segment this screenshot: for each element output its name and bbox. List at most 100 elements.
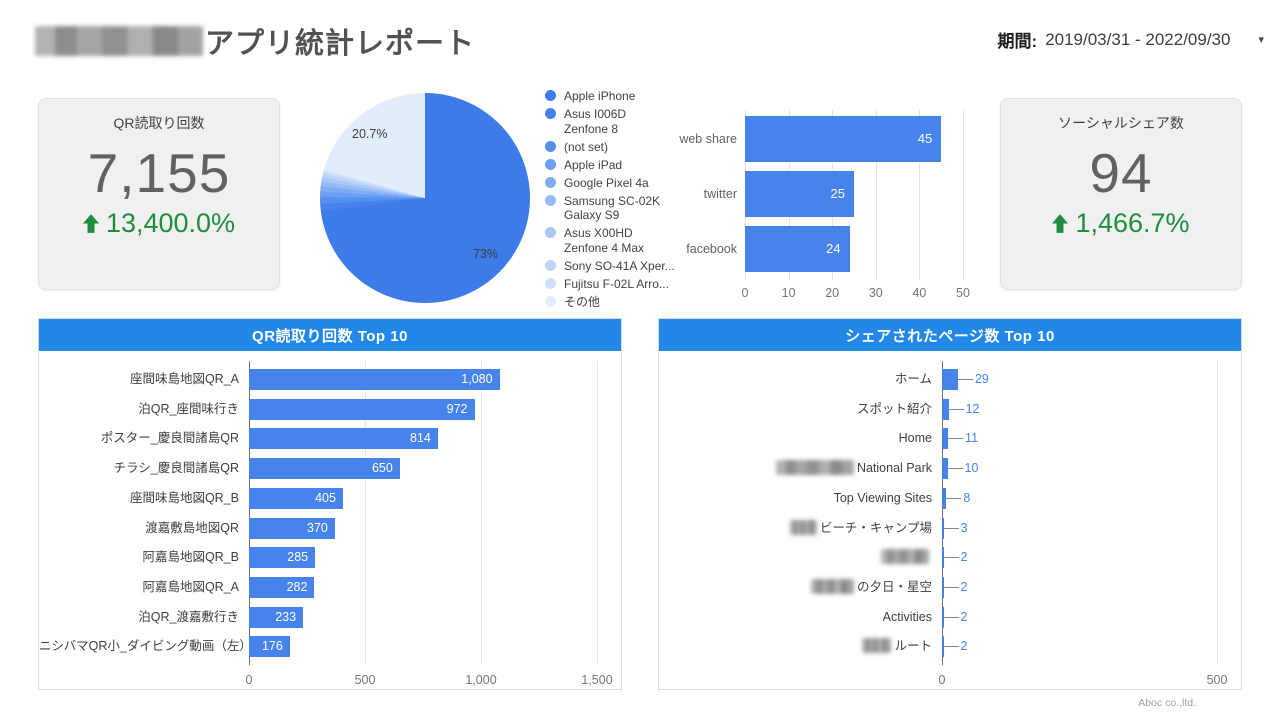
- redacted-text: [789, 519, 817, 535]
- chart-row: 阿嘉島地図QR_A 282: [39, 576, 621, 598]
- bar[interactable]: 282: [249, 576, 315, 598]
- gridline: [597, 361, 598, 665]
- page-title: アプリ統計レポート: [205, 28, 476, 60]
- bar[interactable]: 814: [249, 428, 438, 450]
- legend-swatch-icon: [545, 277, 556, 289]
- axis-tick-label: 10: [781, 286, 796, 300]
- bar[interactable]: [942, 458, 948, 480]
- bar[interactable]: [942, 487, 947, 509]
- bar[interactable]: 233: [249, 606, 304, 628]
- legend-swatch-icon: [545, 158, 556, 170]
- bar[interactable]: 972: [249, 398, 475, 420]
- bar-value: 8: [963, 490, 971, 505]
- bar-value: 370: [306, 520, 328, 535]
- bar[interactable]: 370: [249, 517, 335, 539]
- bar[interactable]: 176: [249, 636, 290, 658]
- legend-label: Google Pixel 4a: [564, 175, 649, 190]
- panel-title: QR読取り回数 Top 10: [252, 327, 408, 345]
- bar[interactable]: 650: [249, 458, 400, 480]
- legend-swatch-icon: [545, 140, 556, 152]
- footer-credit: Aboc co.,ltd.: [1138, 697, 1196, 709]
- legend-swatch-icon: [545, 90, 556, 101]
- legend-swatch-icon: [545, 108, 556, 119]
- category-label: 座間味島地図QR_B: [129, 490, 239, 505]
- bar[interactable]: [942, 636, 944, 658]
- bar[interactable]: 405: [249, 487, 343, 509]
- bar[interactable]: [942, 398, 949, 420]
- legend-item[interactable]: Google Pixel 4a: [545, 176, 687, 191]
- legend-item[interactable]: Samsung SC-02K Galaxy S9: [545, 194, 687, 223]
- bar[interactable]: 24: [745, 226, 850, 272]
- value-connector: [946, 497, 962, 499]
- bar[interactable]: [942, 606, 944, 628]
- chart-row: 座間味島地図QR_A 1,080: [39, 369, 621, 390]
- axis-tick-label: 50: [956, 286, 970, 300]
- bar-value: 45: [917, 131, 933, 146]
- legend-item[interactable]: その他: [545, 295, 687, 310]
- scorecard-social-shares: ソーシャルシェア数 94 1,466.7%: [1000, 98, 1242, 290]
- value-connector: [943, 527, 959, 529]
- axis-line: [942, 361, 943, 665]
- legend-item[interactable]: Fujitsu F-02L Arro...: [545, 277, 687, 292]
- category-label: Activities: [882, 609, 932, 624]
- bar[interactable]: [942, 369, 958, 390]
- bar-value: 176: [261, 639, 283, 654]
- bar[interactable]: 1,080: [249, 369, 500, 390]
- bar[interactable]: [942, 547, 944, 569]
- date-range-control[interactable]: 期間: 2019/03/31 - 2022/09/30 ▾: [998, 27, 1264, 52]
- category-label: の夕日・星空: [659, 577, 932, 598]
- chart-row: Home 11: [659, 428, 1241, 450]
- bar[interactable]: 25: [745, 171, 854, 217]
- bar-value: 233: [275, 609, 297, 624]
- legend-item[interactable]: Apple iPhone: [545, 89, 687, 104]
- bar[interactable]: [942, 428, 949, 450]
- panel-title: シェアされたページ数 Top 10: [845, 327, 1055, 345]
- device-share-pie-chart[interactable]: [320, 93, 530, 303]
- up-arrow-icon: [1052, 214, 1069, 233]
- value-connector: [957, 379, 973, 380]
- panel-pages-top10: シェアされたページ数 Top 10 0 500 ホーム 29 スポット紹介 12 Home 1…: [658, 318, 1242, 690]
- legend-item[interactable]: Sony SO-41A Xper...: [545, 259, 687, 274]
- legend-item[interactable]: Apple iPad: [545, 158, 687, 173]
- chart-row: 渡嘉敷島地図QR 370: [39, 517, 621, 539]
- legend-item[interactable]: (not set): [545, 140, 687, 155]
- legend-label: Asus I006D Zenfone 8: [564, 107, 627, 136]
- category-label: ルート: [659, 636, 932, 657]
- value-connector: [943, 557, 959, 559]
- bar[interactable]: 45: [745, 116, 942, 162]
- bar[interactable]: [942, 576, 944, 598]
- chart-row: web share 45: [660, 116, 990, 162]
- category-label: 座間味島地図QR_A: [129, 372, 239, 386]
- bar[interactable]: 285: [249, 547, 316, 569]
- category-label: National Park: [659, 458, 932, 479]
- legend-label: その他: [564, 294, 601, 309]
- legend-swatch-icon: [545, 194, 556, 206]
- caret-down-icon[interactable]: ▾: [1258, 34, 1264, 46]
- axis-tick-label: 1,000: [465, 673, 497, 687]
- axis-tick-label: 30: [868, 286, 883, 300]
- legend-item[interactable]: Asus I006D Zenfone 8: [545, 107, 687, 136]
- gridline: [481, 361, 482, 665]
- category-label: 泊QR_座間味行き: [138, 401, 239, 416]
- period-label: 期間:: [997, 32, 1038, 51]
- chart-row: 泊QR_座間味行き 972: [39, 398, 621, 420]
- bar-value: 29: [974, 372, 989, 386]
- chart-row: 2: [659, 547, 1241, 569]
- category-label: ホーム: [894, 372, 932, 386]
- scorecard-title: QR読取り回数: [113, 115, 205, 131]
- chart-row: ニシバマQR小_ダイビング動画（左） 176: [39, 636, 621, 658]
- bar-value: 11: [965, 431, 979, 446]
- social-share-bar-chart: 0 10 20 30 40 50 web share 45 twitter 25 facebook 2…: [660, 110, 990, 310]
- qr-top10-chart: 0 500 1,000 1,500 座間味島地図QR_A 1,080 泊QR_座間味行き 97…: [39, 351, 621, 689]
- legend-item[interactable]: Asus X00HD Zenfone 4 Max: [545, 226, 687, 255]
- axis-tick-label: 20: [825, 286, 840, 300]
- legend-label: Samsung SC-02K Galaxy S9: [564, 193, 661, 223]
- category-label: twitter: [703, 187, 737, 201]
- category-label: Top Viewing Sites: [833, 490, 932, 505]
- axis-tick-label: 40: [912, 286, 927, 300]
- bar[interactable]: [942, 517, 944, 539]
- bar-value: 12: [965, 401, 980, 416]
- bar-value: 282: [286, 579, 308, 594]
- delta-badge: 13,400.0%: [39, 208, 279, 239]
- gridline: [365, 361, 366, 665]
